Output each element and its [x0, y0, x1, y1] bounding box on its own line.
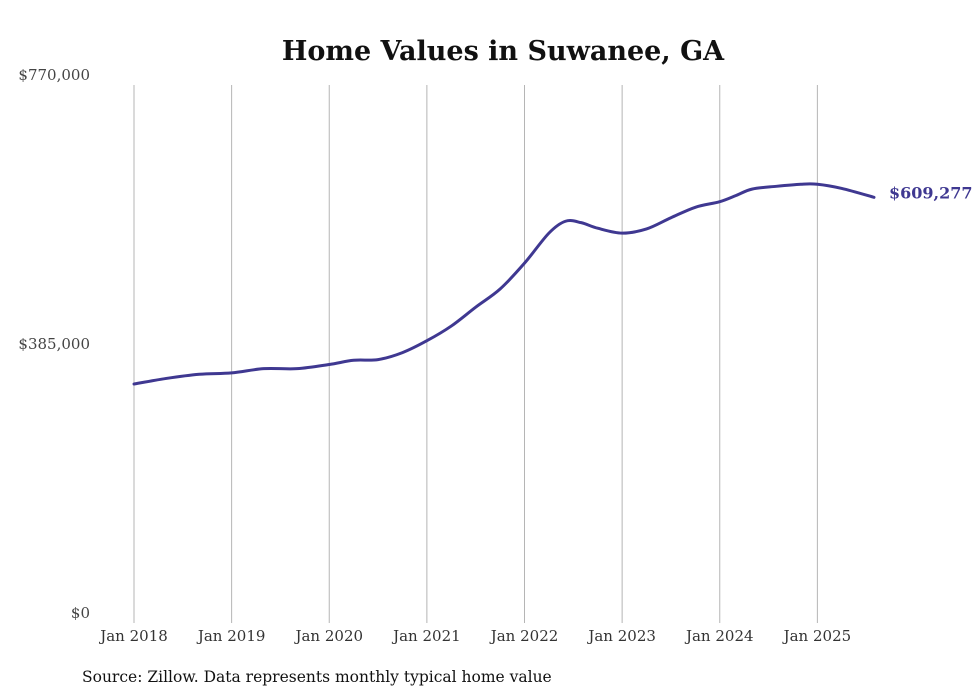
x-tick-label: Jan 2024: [684, 627, 754, 645]
x-tick-label: Jan 2020: [293, 627, 363, 645]
y-tick-label: $0: [71, 604, 90, 622]
series-group: $609,277: [132, 182, 973, 386]
gridlines: [133, 85, 818, 623]
source-note: Source: Zillow. Data represents monthly …: [82, 668, 552, 686]
x-tick-label: Jan 2018: [98, 627, 168, 645]
x-tick-label: Jan 2019: [196, 627, 266, 645]
end-value-label: $609,277: [889, 183, 973, 202]
x-tick-label: Jan 2022: [489, 627, 559, 645]
y-tick-label: $385,000: [18, 335, 90, 353]
series-line: [132, 182, 876, 386]
x-tick-label: Jan 2023: [586, 627, 656, 645]
x-tick-label: Jan 2021: [391, 627, 461, 645]
chart-title: Home Values in Suwanee, GA: [282, 36, 725, 67]
x-tick-label: Jan 2025: [782, 627, 852, 645]
x-axis: Jan 2018 Jan 2019 Jan 2020 Jan 2021 Jan 2022…: [98, 627, 851, 645]
y-tick-label: $770,000: [18, 66, 90, 84]
y-axis: $0 $385,000 $770,000: [18, 66, 90, 622]
